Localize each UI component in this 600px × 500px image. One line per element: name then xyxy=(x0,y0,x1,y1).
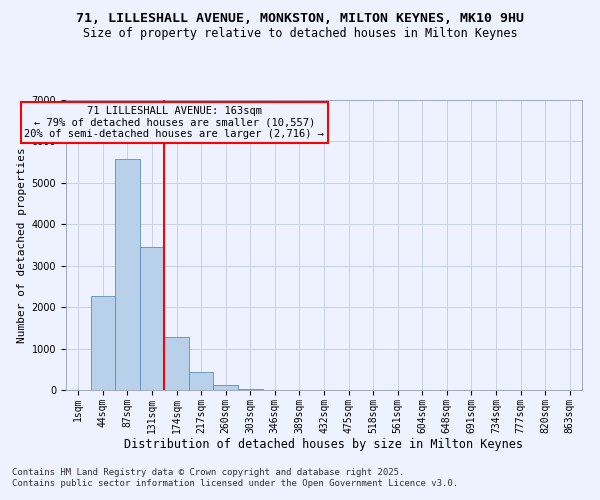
X-axis label: Distribution of detached houses by size in Milton Keynes: Distribution of detached houses by size … xyxy=(125,438,523,452)
Bar xyxy=(164,337,189,390)
Y-axis label: Number of detached properties: Number of detached properties xyxy=(17,147,28,343)
Bar xyxy=(91,296,115,390)
Text: 71 LILLESHALL AVENUE: 163sqm
← 79% of detached houses are smaller (10,557)
20% o: 71 LILLESHALL AVENUE: 163sqm ← 79% of de… xyxy=(25,106,325,139)
Bar xyxy=(115,159,140,390)
Bar xyxy=(189,372,214,390)
Text: Contains HM Land Registry data © Crown copyright and database right 2025.
Contai: Contains HM Land Registry data © Crown c… xyxy=(12,468,458,487)
Bar xyxy=(214,384,238,390)
Bar xyxy=(238,389,263,390)
Text: Size of property relative to detached houses in Milton Keynes: Size of property relative to detached ho… xyxy=(83,28,517,40)
Text: 71, LILLESHALL AVENUE, MONKSTON, MILTON KEYNES, MK10 9HU: 71, LILLESHALL AVENUE, MONKSTON, MILTON … xyxy=(76,12,524,26)
Bar xyxy=(140,248,164,390)
